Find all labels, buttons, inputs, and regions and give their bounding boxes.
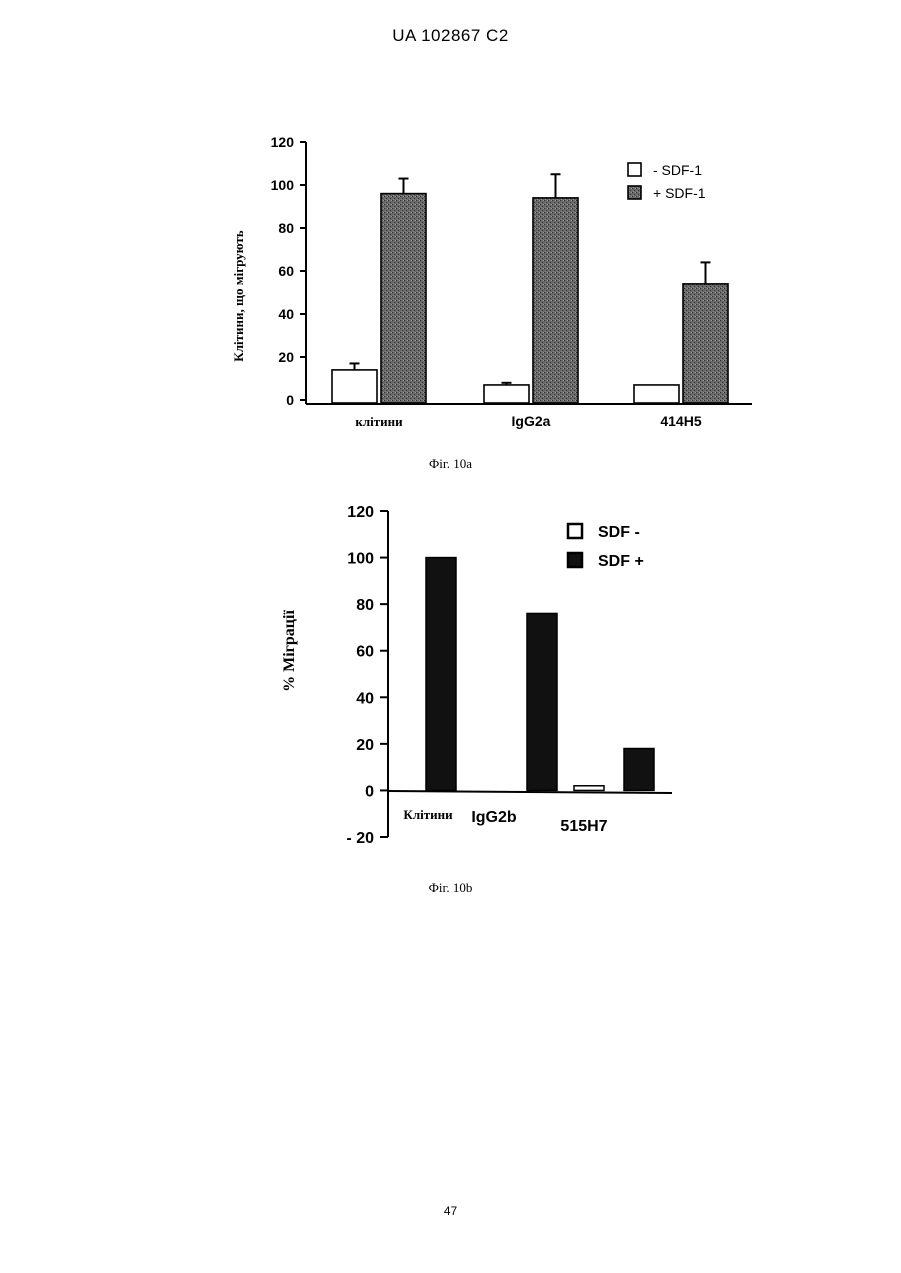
x-axis-line	[388, 791, 672, 793]
category-label: Клітини	[403, 807, 453, 822]
page-number: 47	[0, 1204, 901, 1218]
bar	[426, 558, 456, 791]
legend-label: SDF +	[598, 553, 644, 570]
y-tick-label: 80	[356, 597, 374, 614]
chart-10b: - 20 0 20 40 60 80 100 120 Клітини IgG2b 515H7 % Мі…	[0, 0, 901, 900]
bar	[624, 749, 654, 791]
y-tick-label: 40	[356, 690, 374, 707]
y-tick-label: - 20	[346, 830, 374, 847]
legend-swatch	[568, 553, 582, 567]
y-tick-label: 60	[356, 644, 374, 661]
chart-10b-caption: Фіг. 10b	[0, 880, 901, 896]
category-label: IgG2b	[471, 809, 517, 826]
y-tick-label: 20	[356, 737, 374, 754]
category-label: 515H7	[560, 818, 607, 835]
y-axis-label: % Міграції	[281, 610, 298, 692]
y-tick-label: 100	[347, 551, 374, 568]
bar	[574, 786, 604, 791]
y-tick-label: 120	[347, 504, 374, 521]
bar	[527, 613, 557, 790]
legend-label: SDF -	[598, 524, 640, 541]
legend-swatch	[568, 524, 582, 538]
y-tick-label: 0	[365, 783, 374, 800]
